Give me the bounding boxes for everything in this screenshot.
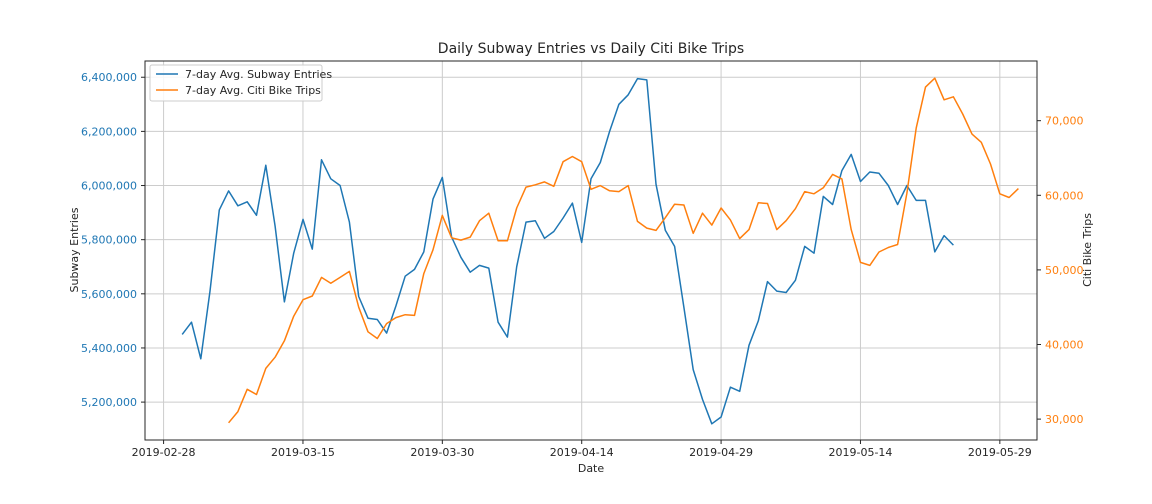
series-line-subway-entries	[181, 77, 954, 425]
y-right-tick-label: 30,000	[1045, 413, 1084, 426]
series-layer	[181, 77, 1019, 425]
plot-frame	[144, 60, 1038, 441]
y-left-tick-label: 6,400,000	[81, 71, 137, 84]
legend-label-citibike: 7-day Avg. Citi Bike Trips	[185, 84, 321, 97]
y-right-tick-label: 70,000	[1045, 115, 1084, 128]
y-axis-left-label: Subway Entries	[68, 207, 81, 292]
y-left-tick-label: 5,800,000	[81, 234, 137, 247]
x-axis-label: Date	[578, 462, 605, 475]
x-tick-label: 2019-03-30	[410, 446, 474, 459]
y-left-tick-label: 5,400,000	[81, 342, 137, 355]
legend-label-subway: 7-day Avg. Subway Entries	[185, 68, 332, 81]
y-right-tick-label: 50,000	[1045, 264, 1084, 277]
x-tick-label: 2019-05-14	[828, 446, 892, 459]
x-axis: 2019-02-28 2019-03-15 2019-03-30 2019-04-14…	[132, 440, 1032, 459]
x-tick-label: 2019-03-15	[271, 446, 335, 459]
grid	[145, 61, 1037, 440]
x-tick-label: 2019-02-28	[132, 446, 196, 459]
series-line-citibike-trips	[228, 77, 1019, 424]
y-axis-right-label: Citi Bike Trips	[1081, 213, 1094, 287]
y-axis-right: 30,000 40,000 50,000 60,000 70,000	[1037, 115, 1084, 426]
legend-box	[149, 64, 323, 102]
y-right-tick-label: 40,000	[1045, 339, 1084, 352]
y-left-tick-label: 5,200,000	[81, 396, 137, 409]
x-tick-label: 2019-05-29	[968, 446, 1032, 459]
y-left-tick-label: 5,600,000	[81, 288, 137, 301]
x-tick-label: 2019-04-29	[689, 446, 753, 459]
y-axis-left: 5,200,000 5,400,000 5,600,000 5,800,000 6,00…	[81, 71, 145, 409]
y-left-tick-label: 6,200,000	[81, 125, 137, 138]
x-tick-label: 2019-04-14	[550, 446, 614, 459]
y-right-tick-label: 60,000	[1045, 189, 1084, 202]
legend: 7-day Avg. Subway Entries 7-day Avg. Cit…	[149, 64, 332, 102]
chart-title: Daily Subway Entries vs Daily Citi Bike …	[438, 41, 744, 57]
y-left-tick-label: 6,000,000	[81, 180, 137, 193]
